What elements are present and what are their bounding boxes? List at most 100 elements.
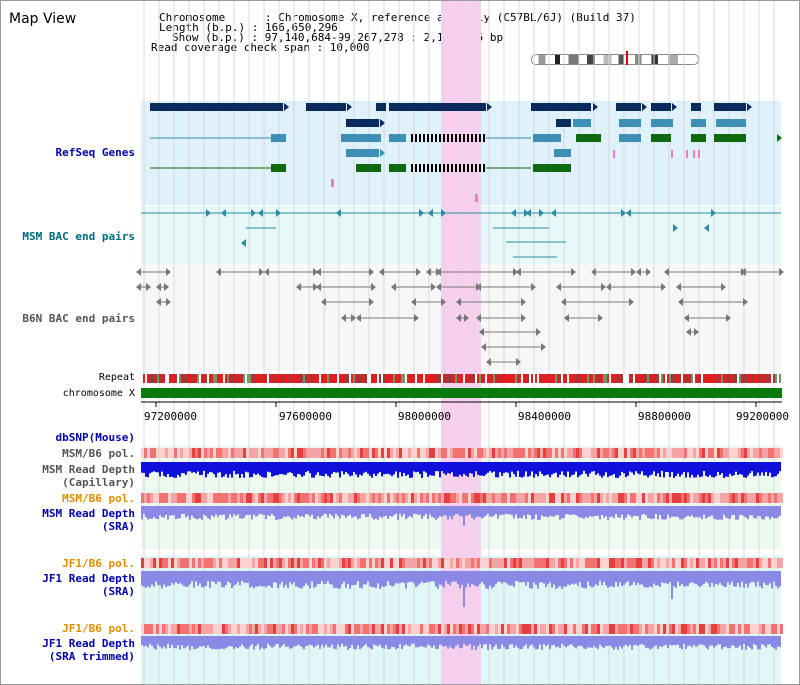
read-depth-bin — [651, 636, 653, 649]
bac-end — [369, 298, 374, 306]
track-label-jf1-depth-sra[interactable]: JF1 Read Depth (SRA) — [42, 572, 135, 598]
polymorphism-bin — [639, 558, 642, 568]
polymorphism-bin — [141, 624, 144, 634]
track-label-msm-pol-2[interactable]: MSM/B6 pol. — [62, 492, 135, 505]
read-depth-bin — [363, 636, 365, 646]
track-label-chromosome[interactable]: chromosome X — [62, 388, 135, 399]
read-depth-bin — [339, 462, 341, 478]
bac-end — [511, 209, 516, 217]
read-depth-bin — [719, 571, 721, 584]
polymorphism-bin — [753, 558, 756, 568]
length-info: Length (b.p.) : 166,650,296 — [159, 21, 338, 34]
polymorphism-bin — [159, 448, 162, 458]
track-label-repeat[interactable]: Repeat — [98, 372, 135, 383]
polymorphism-bin — [180, 448, 183, 458]
read-depth-bin — [241, 462, 243, 474]
polymorphism-bin — [306, 493, 309, 503]
polymorphism-bin — [531, 448, 534, 458]
repeat-element — [427, 374, 429, 383]
read-depth-bin — [141, 506, 143, 520]
read-depth-bin — [487, 571, 489, 589]
read-depth-bin — [765, 636, 767, 648]
track-label-jf1-pol-2[interactable]: JF1/B6 pol. — [62, 622, 135, 635]
refseq-gene — [691, 119, 706, 127]
polymorphism-bin — [276, 624, 279, 634]
read-depth-bin — [557, 506, 559, 516]
polymorphism-bin — [636, 448, 639, 458]
read-depth-bin — [317, 571, 319, 584]
track-label-b6n-bac[interactable]: B6N BAC end pairs — [22, 312, 135, 325]
repeat-element — [469, 374, 471, 383]
read-depth-bin — [593, 462, 595, 472]
read-depth-bin — [359, 506, 361, 519]
polymorphism-bin — [702, 624, 705, 634]
read-depth-bin — [301, 462, 303, 477]
refseq-pseudo — [475, 194, 478, 202]
read-depth-bin — [431, 462, 433, 476]
track-label-jf1-pol-1[interactable]: JF1/B6 pol. — [62, 557, 135, 570]
read-depth-bin — [689, 506, 691, 517]
polymorphism-bin — [765, 558, 768, 568]
read-depth-bin — [737, 506, 739, 520]
read-depth-bin — [591, 571, 593, 588]
track-label-msm-pol-1[interactable]: MSM/B6 pol. — [62, 447, 135, 460]
track-label-refseq[interactable]: RefSeq Genes — [55, 146, 135, 159]
read-depth-bin — [743, 636, 745, 644]
polymorphism-bin — [267, 448, 270, 458]
read-depth-bin — [273, 462, 275, 476]
polymorphism-bin — [519, 624, 522, 634]
polymorphism-bin — [147, 558, 150, 568]
polymorphism-bin — [507, 448, 510, 458]
polymorphism-bin — [492, 624, 495, 634]
polymorphism-bin — [327, 558, 330, 568]
repeat-element — [591, 374, 593, 383]
track-label-msm-depth-sra[interactable]: MSM Read Depth (SRA) — [42, 507, 135, 533]
track-label-msm-depth-capillary[interactable]: MSM Read Depth (Capillary) — [42, 463, 135, 489]
read-depth-bin — [303, 462, 305, 476]
polymorphism-bin — [501, 624, 504, 634]
read-depth-bin — [285, 571, 287, 585]
read-depth-bin — [199, 506, 201, 518]
read-depth-bin — [739, 636, 741, 646]
read-depth-bin — [335, 462, 337, 473]
read-depth-bin — [233, 571, 235, 586]
bac-end — [779, 268, 784, 276]
read-depth-bin — [165, 636, 167, 649]
read-depth-bin — [549, 506, 551, 516]
strand-arrow — [777, 134, 782, 142]
read-depth-bin — [541, 571, 543, 583]
repeat-element — [367, 374, 369, 383]
read-depth-bin — [731, 506, 733, 516]
track-label-jf1-depth-trimmed[interactable]: JF1 Read Depth (SRA trimmed) — [42, 637, 135, 663]
read-depth-bin — [391, 506, 393, 517]
read-depth-bin — [729, 462, 731, 474]
read-depth-bin — [149, 462, 151, 474]
read-depth-bin — [143, 571, 145, 587]
polymorphism-bin — [390, 448, 393, 458]
polymorphism-bin — [405, 493, 408, 503]
repeat-element — [409, 374, 411, 383]
track-label-dbsnp[interactable]: dbSNP(Mouse) — [55, 431, 135, 444]
polymorphism-bin — [450, 558, 453, 568]
read-depth-bin — [423, 571, 425, 584]
read-depth-bin — [169, 571, 171, 586]
read-depth-bin — [153, 571, 155, 587]
repeat-element — [629, 374, 631, 383]
read-depth-bin — [259, 571, 261, 586]
track-label-msm-bac[interactable]: MSM BAC end pairs — [22, 230, 135, 243]
polymorphism-bin — [669, 624, 672, 634]
read-depth-bin — [769, 506, 771, 520]
polymorphism-bin — [204, 558, 207, 568]
bac-end — [481, 343, 486, 351]
read-depth-bin — [369, 506, 371, 514]
read-depth-bin — [701, 571, 703, 586]
polymorphism-bin — [426, 558, 429, 568]
read-depth-bin — [237, 462, 239, 474]
polymorphism-bin — [228, 493, 231, 503]
read-depth-bin — [615, 636, 617, 648]
repeat-element — [775, 374, 777, 383]
repeat-element — [619, 374, 621, 383]
polymorphism-bin — [663, 558, 666, 568]
polymorphism-bin — [597, 448, 600, 458]
